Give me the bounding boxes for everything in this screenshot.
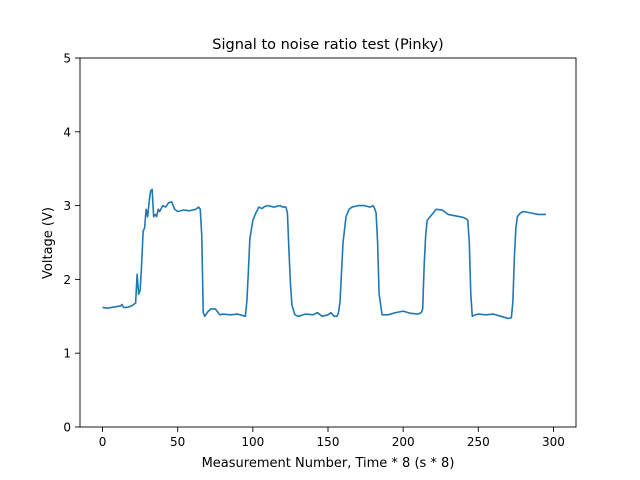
data-series-line bbox=[102, 188, 546, 320]
x-tick-label: 50 bbox=[170, 435, 185, 449]
x-tick-label: 300 bbox=[542, 435, 565, 449]
x-tick-label: 200 bbox=[392, 435, 415, 449]
y-tick-label: 1 bbox=[63, 347, 71, 361]
y-tick-label: 2 bbox=[63, 273, 71, 287]
y-tick-label: 0 bbox=[63, 421, 71, 435]
plot-frame bbox=[79, 57, 577, 428]
x-tick-label: 250 bbox=[467, 435, 490, 449]
x-tick-label: 0 bbox=[99, 435, 107, 449]
y-axis-label: Voltage (V) bbox=[41, 207, 56, 279]
y-tick-label: 4 bbox=[63, 125, 71, 139]
x-axis-label: Measurement Number, Time * 8 (s * 8) bbox=[202, 456, 455, 471]
x-tick-label: 100 bbox=[241, 435, 264, 449]
chart-title: Signal to noise ratio test (Pinky) bbox=[212, 37, 443, 53]
x-axis-ticks: 0 50 100 150 200 250 300 bbox=[99, 427, 565, 449]
y-tick-label: 5 bbox=[63, 52, 71, 66]
y-tick-label: 3 bbox=[63, 199, 71, 213]
y-axis-ticks: 0 1 2 3 4 5 bbox=[63, 52, 80, 435]
x-tick-label: 150 bbox=[317, 435, 340, 449]
